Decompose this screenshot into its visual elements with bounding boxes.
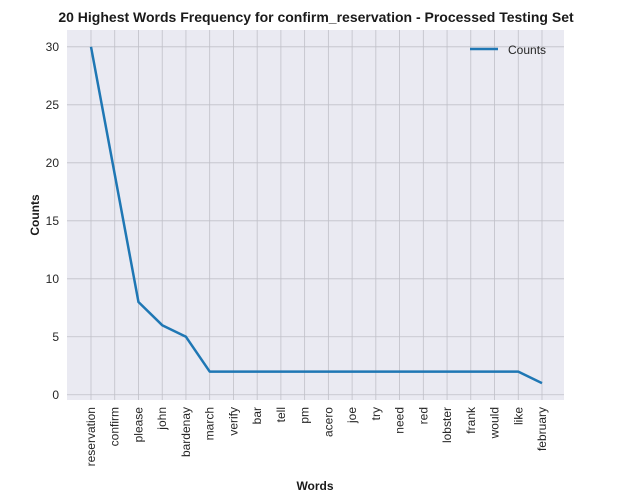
y-tick-label: 20 xyxy=(46,156,60,170)
x-tick-label: like xyxy=(511,407,525,425)
series-layer xyxy=(89,46,543,385)
x-tick-label: confirm xyxy=(108,407,122,446)
x-tick-label: john xyxy=(155,407,169,431)
x-axis-label: Words xyxy=(296,479,333,493)
grid xyxy=(67,30,564,400)
x-tick-label: red xyxy=(416,407,430,424)
x-axis-ticks: reservation confirm please john bardenay marc… xyxy=(84,406,549,466)
y-tick-label: 25 xyxy=(46,98,60,112)
x-tick-label: please xyxy=(131,407,145,443)
x-tick-label: need xyxy=(393,407,407,434)
x-tick-label: pm xyxy=(298,407,312,424)
x-tick-label: verify xyxy=(226,407,240,436)
y-tick-label: 0 xyxy=(52,388,59,402)
chart-title: 20 Highest Words Frequency for confirm_r… xyxy=(58,9,574,25)
y-tick-label: 5 xyxy=(52,330,59,344)
x-tick-label: march xyxy=(203,407,217,440)
x-tick-label: february xyxy=(535,407,549,451)
x-tick-label: lobster xyxy=(440,407,454,443)
legend: Counts xyxy=(470,43,546,57)
x-tick-label: frank xyxy=(464,406,478,434)
series-line xyxy=(89,46,543,385)
y-tick-label: 30 xyxy=(46,40,60,54)
y-tick-label: 15 xyxy=(46,214,60,228)
x-tick-label: bar xyxy=(250,407,264,424)
x-tick-label: bardenay xyxy=(179,407,193,457)
x-tick-label: try xyxy=(369,407,383,420)
x-tick-label: acero xyxy=(321,407,335,437)
legend-label: Counts xyxy=(508,43,546,57)
y-axis-ticks: 0 5 10 15 20 25 30 xyxy=(46,40,60,402)
plot-area xyxy=(67,30,564,400)
x-tick-label: would xyxy=(488,407,502,439)
x-tick-label: reservation xyxy=(84,407,98,466)
x-tick-label: tell xyxy=(274,407,288,422)
y-axis-label: Counts xyxy=(28,194,42,236)
y-tick-label: 10 xyxy=(46,272,60,286)
x-tick-label: joe xyxy=(345,407,359,424)
